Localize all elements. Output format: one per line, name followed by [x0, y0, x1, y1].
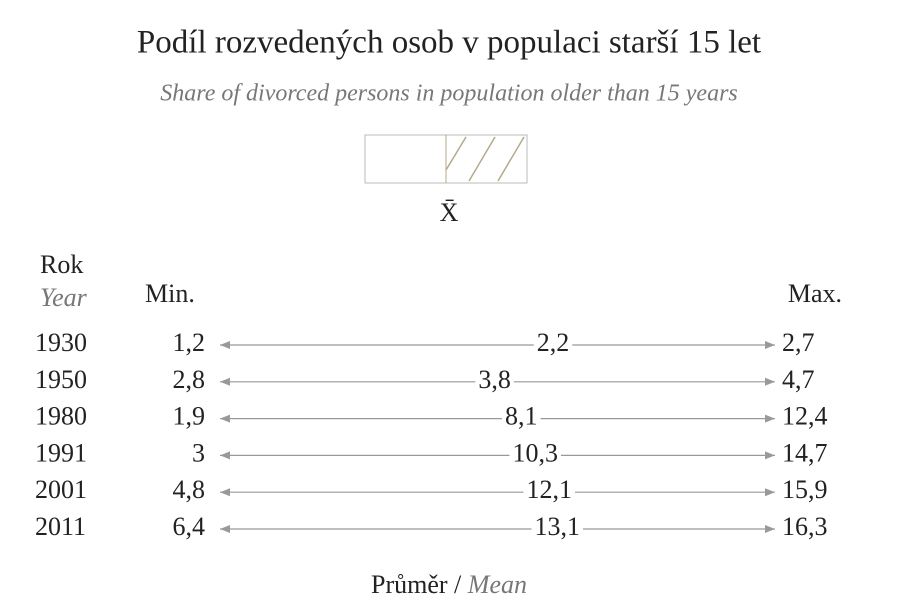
- min: 1,2: [173, 328, 206, 357]
- footer: Průměr / Mean: [371, 570, 527, 599]
- legend-symbol: X̄: [440, 198, 459, 227]
- mean: 10,3: [512, 438, 558, 467]
- max: 4,7: [782, 365, 815, 394]
- year: 1991: [35, 438, 87, 467]
- mean: 2,2: [537, 328, 570, 357]
- year: 2011: [35, 512, 86, 541]
- year: 1950: [35, 365, 87, 394]
- mean: 3,8: [478, 365, 511, 394]
- footer-label-en: Mean: [467, 570, 527, 599]
- header-year: Rok: [40, 250, 83, 279]
- header-max: Max.: [788, 279, 842, 308]
- mean-label-bg: [531, 515, 583, 543]
- mean-label-bg: [523, 478, 575, 507]
- min: 3: [192, 438, 205, 467]
- min: 1,9: [173, 402, 206, 431]
- header-year-en: Year: [40, 283, 88, 312]
- year: 1930: [35, 328, 87, 357]
- mean: 13,1: [534, 512, 580, 541]
- min: 2,8: [173, 365, 206, 394]
- mean-label-bg: [509, 441, 561, 470]
- mean: 8,1: [505, 402, 538, 431]
- mean-label-bg: [502, 404, 541, 433]
- footer-label: Průměr /: [371, 570, 462, 599]
- mean-label-bg: [475, 367, 514, 396]
- subtitle: Share of divorced persons in population …: [160, 81, 738, 107]
- year: 1980: [35, 402, 87, 431]
- min: 4,8: [173, 475, 206, 504]
- min: 6,4: [173, 512, 206, 541]
- max: 16,3: [782, 512, 828, 541]
- year: 2001: [35, 475, 87, 504]
- mean-label-bg: [533, 331, 573, 359]
- max: 2,7: [782, 328, 815, 357]
- max: 15,9: [782, 475, 828, 504]
- max: 14,7: [782, 438, 828, 467]
- header-min: Min.: [145, 279, 195, 308]
- title: Podíl rozvedených osob v populaci starší…: [137, 25, 761, 61]
- legend-box: [364, 134, 528, 184]
- mean: 12,1: [527, 475, 573, 504]
- max: 12,4: [782, 402, 828, 431]
